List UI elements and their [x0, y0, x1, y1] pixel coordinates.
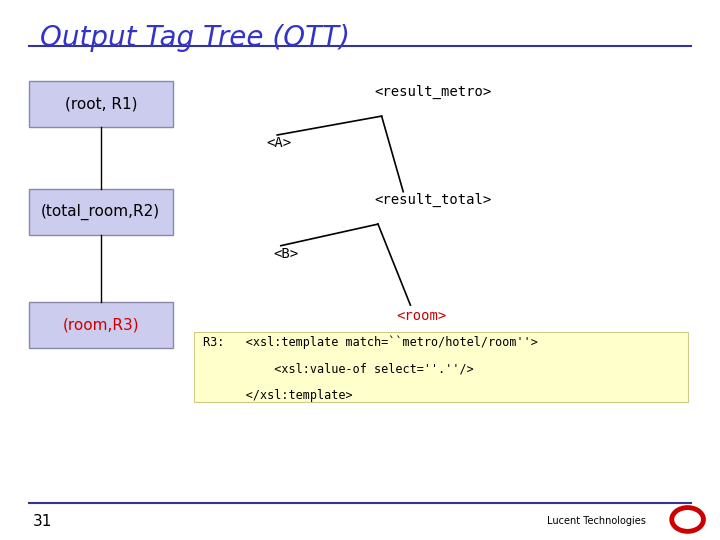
FancyBboxPatch shape	[29, 81, 173, 127]
FancyBboxPatch shape	[29, 302, 173, 348]
FancyBboxPatch shape	[194, 332, 688, 402]
Circle shape	[677, 511, 698, 528]
Text: <A>: <A>	[266, 136, 292, 150]
Text: <room>: <room>	[396, 309, 446, 323]
Text: (root, R1): (root, R1)	[65, 97, 137, 111]
Text: </xsl:template>: </xsl:template>	[203, 389, 353, 402]
FancyBboxPatch shape	[29, 189, 173, 235]
Text: <xsl:value-of select=''.''/>: <xsl:value-of select=''.''/>	[203, 362, 474, 375]
Text: <B>: <B>	[274, 247, 299, 261]
Text: Output Tag Tree (OTT): Output Tag Tree (OTT)	[40, 24, 350, 52]
Text: (room,R3): (room,R3)	[63, 318, 139, 333]
Text: 31: 31	[32, 514, 52, 529]
Text: <result_total>: <result_total>	[374, 193, 492, 207]
Text: <result_metro>: <result_metro>	[374, 85, 492, 99]
Text: Lucent Technologies: Lucent Technologies	[547, 516, 646, 526]
Text: (total_room,R2): (total_room,R2)	[41, 204, 161, 220]
Text: R3:   <xsl:template match=``metro/hotel/room''>: R3: <xsl:template match=``metro/hotel/ro…	[203, 335, 538, 349]
